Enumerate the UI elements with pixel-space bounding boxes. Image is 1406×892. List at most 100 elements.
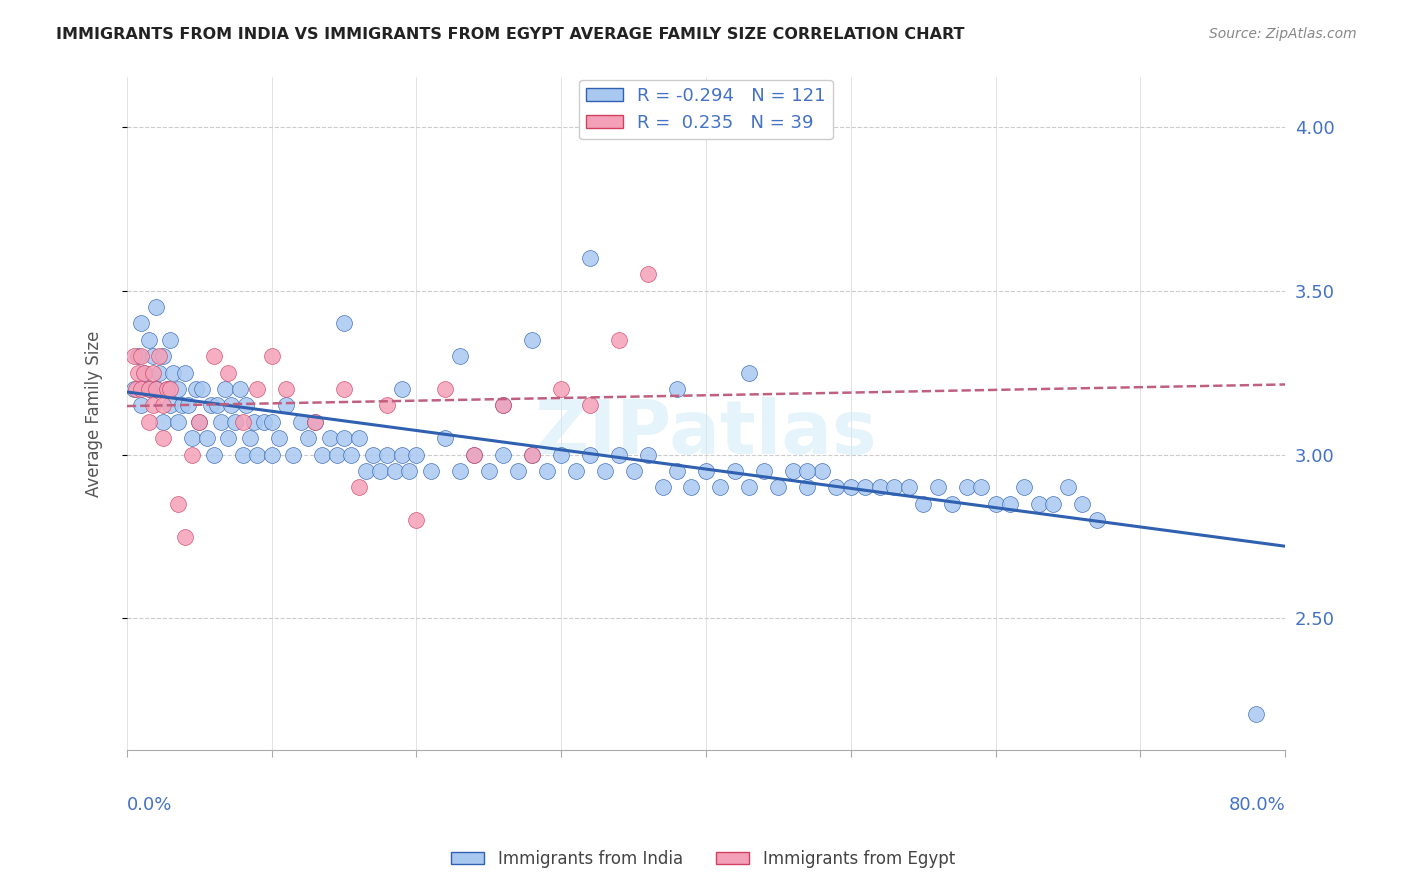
Point xyxy=(326,448,349,462)
Point xyxy=(267,431,290,445)
Point xyxy=(579,398,602,412)
Point xyxy=(492,398,515,412)
Point xyxy=(145,382,167,396)
Point xyxy=(166,497,188,511)
Point xyxy=(202,349,225,363)
Point xyxy=(156,382,179,396)
Point xyxy=(131,349,153,363)
Point xyxy=(290,415,312,429)
Point xyxy=(128,366,150,380)
Text: 0.0%: 0.0% xyxy=(127,796,173,814)
Point xyxy=(200,398,222,412)
Point xyxy=(478,464,501,478)
Point xyxy=(782,464,804,478)
Point xyxy=(304,415,326,429)
Point xyxy=(463,448,485,462)
Point xyxy=(131,382,153,396)
Point xyxy=(128,349,150,363)
Point xyxy=(666,382,689,396)
Point xyxy=(825,480,848,494)
Point xyxy=(361,448,384,462)
Point xyxy=(970,480,993,494)
Point xyxy=(195,431,218,445)
Point xyxy=(1071,497,1094,511)
Point xyxy=(260,349,283,363)
Point xyxy=(434,431,457,445)
Point xyxy=(1014,480,1036,494)
Point xyxy=(796,480,818,494)
Point xyxy=(1028,497,1050,511)
Point xyxy=(681,480,703,494)
Point xyxy=(311,448,333,462)
Point xyxy=(391,382,413,396)
Point xyxy=(536,464,558,478)
Point xyxy=(152,349,174,363)
Point xyxy=(145,300,167,314)
Point xyxy=(623,464,645,478)
Point xyxy=(202,448,225,462)
Text: 80.0%: 80.0% xyxy=(1229,796,1285,814)
Point xyxy=(260,448,283,462)
Point xyxy=(984,497,1007,511)
Point xyxy=(796,464,818,478)
Point xyxy=(724,464,747,478)
Point xyxy=(152,415,174,429)
Point xyxy=(152,431,174,445)
Point xyxy=(377,398,399,412)
Point xyxy=(637,448,659,462)
Point xyxy=(695,464,717,478)
Point xyxy=(564,464,586,478)
Point xyxy=(138,333,160,347)
Point xyxy=(607,333,630,347)
Point xyxy=(253,415,276,429)
Point xyxy=(304,415,326,429)
Point xyxy=(235,398,257,412)
Point xyxy=(607,448,630,462)
Point xyxy=(145,382,167,396)
Point xyxy=(768,480,790,494)
Point xyxy=(138,382,160,396)
Point xyxy=(276,382,298,396)
Point xyxy=(186,382,208,396)
Point xyxy=(131,398,153,412)
Point xyxy=(912,497,935,511)
Point xyxy=(131,317,153,331)
Point xyxy=(188,415,211,429)
Point xyxy=(191,382,214,396)
Point xyxy=(492,448,515,462)
Point xyxy=(246,448,269,462)
Legend: Immigrants from India, Immigrants from Egypt: Immigrants from India, Immigrants from E… xyxy=(444,844,962,875)
Point xyxy=(1085,513,1108,527)
Point xyxy=(398,464,420,478)
Point xyxy=(243,415,266,429)
Point xyxy=(955,480,977,494)
Point xyxy=(384,464,406,478)
Point xyxy=(170,398,193,412)
Point xyxy=(709,480,731,494)
Point xyxy=(214,382,236,396)
Point xyxy=(340,448,363,462)
Point xyxy=(209,415,232,429)
Point xyxy=(159,333,181,347)
Point xyxy=(148,366,170,380)
Point xyxy=(1057,480,1080,494)
Point xyxy=(405,513,427,527)
Point xyxy=(738,480,761,494)
Point xyxy=(166,382,188,396)
Point xyxy=(142,398,165,412)
Point xyxy=(181,448,204,462)
Point xyxy=(941,497,963,511)
Point xyxy=(166,415,188,429)
Point xyxy=(333,382,356,396)
Point xyxy=(550,448,572,462)
Point xyxy=(347,480,370,494)
Point xyxy=(522,333,544,347)
Point xyxy=(666,464,689,478)
Point xyxy=(405,448,427,462)
Point xyxy=(124,382,146,396)
Point xyxy=(232,448,254,462)
Point xyxy=(297,431,319,445)
Point xyxy=(377,448,399,462)
Point xyxy=(333,431,356,445)
Point xyxy=(368,464,391,478)
